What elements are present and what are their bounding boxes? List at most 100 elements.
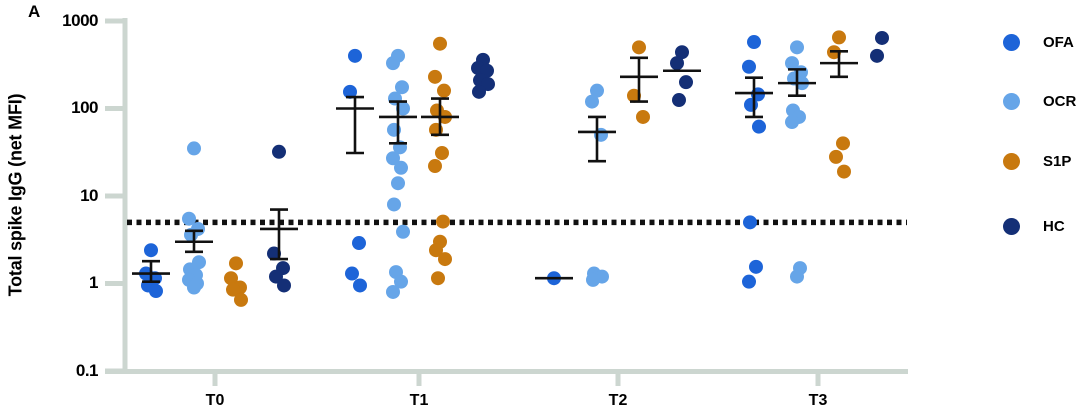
point-S1P-T1	[428, 69, 442, 84]
point-OCR-T1	[394, 160, 408, 175]
point-OCR-T3	[790, 269, 804, 284]
point-OCR-T0	[182, 211, 196, 226]
point-HC-T0	[267, 246, 281, 261]
point-S1P-T0	[229, 256, 243, 271]
point-S1P-T3	[832, 30, 846, 45]
point-S1P-T0	[234, 292, 248, 307]
errorbar-S1P-T1	[421, 97, 459, 137]
point-OCR-T1	[386, 56, 400, 71]
legend-item-ofa: OFA	[1003, 34, 1074, 51]
y-tick-label-10: 10	[80, 186, 98, 205]
legend-dot-s1p-icon	[1003, 153, 1020, 170]
point-OCR-T1	[391, 176, 405, 191]
legend-dot-ocr-icon	[1003, 93, 1020, 110]
point-HC-T2	[675, 45, 689, 60]
point-OCR-T2	[585, 94, 599, 109]
point-OFA-T1	[352, 236, 366, 251]
point-OCR-T1	[386, 151, 400, 166]
legend-label-ofa: OFA	[1043, 34, 1074, 51]
point-S1P-T2	[636, 109, 650, 124]
errorbar-OCR-T2	[578, 115, 616, 163]
point-OCR-T1	[396, 224, 410, 239]
errorbar-S1P-T2	[620, 56, 658, 103]
x-tick-label-t3: T3	[808, 392, 828, 409]
errorbar-OFA-T3	[735, 76, 773, 119]
point-HC-T2	[670, 56, 684, 71]
x-tick-label-t1: T1	[409, 392, 429, 409]
point-OCR-T1	[396, 101, 410, 116]
point-S1P-T2	[632, 40, 646, 55]
point-HC-T0	[272, 144, 286, 159]
point-S1P-T1	[436, 214, 450, 229]
point-S1P-T2	[627, 88, 641, 103]
errorbar-S1P-T3	[820, 50, 858, 79]
y-tick-label-0-1: 0.1	[75, 361, 99, 380]
point-HC-T1	[472, 84, 486, 99]
point-OFA-T1	[348, 48, 362, 63]
y-tick-label-100: 100	[71, 98, 98, 117]
point-S1P-T1	[428, 159, 442, 174]
legend-label-ocr: OCR	[1043, 93, 1077, 110]
point-S1P-T3	[837, 164, 851, 179]
point-S1P-T0	[226, 282, 240, 297]
point-S1P-T3	[829, 149, 843, 164]
x-tick-label-t2: T2	[608, 392, 628, 409]
point-OFA-T3	[742, 59, 756, 74]
legend: OFA OCR S1P HC	[1003, 0, 1080, 260]
point-S1P-T0	[224, 271, 238, 286]
y-tick-label-1000: 1000	[62, 11, 98, 30]
point-OFA-T1	[345, 266, 359, 281]
point-OCR-T3	[790, 40, 804, 55]
legend-label-hc: HC	[1043, 218, 1065, 235]
errorbar-OFA-T0	[132, 259, 170, 283]
point-S1P-T3	[836, 136, 850, 151]
point-OFA-T0	[149, 284, 163, 299]
point-OFA-T3	[742, 274, 756, 289]
point-S1P-T1	[437, 83, 451, 98]
legend-dot-ofa-icon	[1003, 34, 1020, 51]
point-OCR-T2	[586, 272, 600, 287]
point-HC-T3	[875, 30, 889, 45]
point-S1P-T1	[438, 252, 452, 267]
y-tick-label-1: 1	[89, 273, 98, 292]
point-OFA-T1	[353, 278, 367, 293]
panel-label: A	[28, 2, 41, 21]
point-HC-T0	[277, 278, 291, 293]
point-OFA-T3	[749, 259, 763, 274]
point-S1P-T1	[429, 243, 443, 258]
point-OCR-T1	[395, 80, 409, 95]
legend-dot-hc-icon	[1003, 218, 1020, 235]
errorbar-OCR-T1	[379, 100, 417, 145]
point-HC-T2	[679, 75, 693, 90]
legend-item-s1p: S1P	[1003, 153, 1071, 170]
point-OCR-T3	[785, 56, 799, 71]
point-HC-T2	[672, 93, 686, 108]
point-OFA-T3	[743, 215, 757, 230]
errorbar-HC-T0	[260, 208, 298, 261]
point-OCR-T0	[187, 280, 201, 295]
point-S1P-T1	[435, 146, 449, 161]
point-OCR-T3	[785, 115, 799, 130]
point-S1P-T1	[433, 36, 447, 51]
point-OCR-T1	[394, 274, 408, 289]
point-OCR-T1	[386, 284, 400, 299]
point-OFA-T3	[747, 35, 761, 50]
point-OCR-T0	[187, 141, 201, 156]
point-OFA-T1	[343, 84, 357, 99]
errorbar-OCR-T3	[778, 68, 816, 98]
errorbar-OCR-T0	[175, 229, 213, 254]
legend-label-s1p: S1P	[1043, 153, 1072, 170]
point-HC-T3	[870, 48, 884, 63]
point-OFA-T3	[744, 97, 758, 112]
errorbar-OFA-T1	[336, 95, 374, 155]
point-OCR-T1	[387, 197, 401, 212]
point-OCR-T2	[590, 83, 604, 98]
point-OFA-T3	[752, 119, 766, 134]
point-OFA-T0	[144, 243, 158, 258]
legend-item-ocr: OCR	[1003, 93, 1076, 110]
point-HC-T0	[269, 269, 283, 284]
x-tick-label-t0: T0	[205, 392, 225, 409]
legend-item-hc: HC	[1003, 218, 1065, 235]
